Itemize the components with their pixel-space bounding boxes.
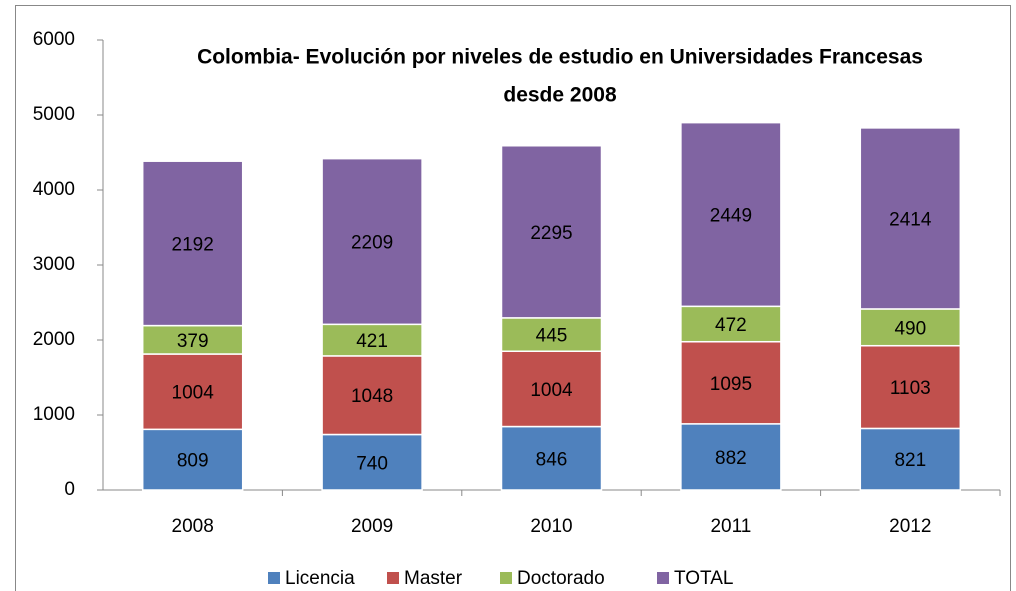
data-label: 490 bbox=[894, 318, 926, 339]
bar-segment bbox=[859, 308, 962, 347]
legend-swatch bbox=[387, 572, 399, 584]
data-label: 1004 bbox=[172, 383, 215, 404]
data-label: 445 bbox=[536, 326, 568, 347]
y-tick-label: 2000 bbox=[33, 329, 75, 350]
bar-segment bbox=[141, 353, 244, 431]
bar-segment bbox=[500, 350, 603, 428]
legend-swatch bbox=[268, 572, 280, 584]
y-tick-label: 0 bbox=[64, 479, 75, 500]
bar-segment bbox=[859, 127, 962, 310]
data-label: 421 bbox=[356, 331, 388, 352]
bar-segment bbox=[141, 428, 244, 491]
data-label: 472 bbox=[715, 315, 747, 336]
data-label: 2192 bbox=[172, 234, 214, 255]
y-tick-label: 3000 bbox=[33, 254, 75, 275]
bar-segment bbox=[680, 121, 782, 308]
x-tick-label: 2011 bbox=[710, 516, 751, 537]
data-label: 846 bbox=[536, 449, 568, 470]
data-label: 2295 bbox=[530, 223, 572, 244]
bar-segment bbox=[859, 344, 962, 430]
data-label: 2209 bbox=[351, 233, 393, 254]
legend-label: Doctorado bbox=[517, 568, 605, 589]
data-label: 2449 bbox=[710, 206, 752, 227]
x-tick-label: 2010 bbox=[530, 516, 572, 537]
x-tick-label: 2009 bbox=[351, 516, 393, 537]
legend-label: Master bbox=[404, 568, 463, 589]
data-label: 1048 bbox=[351, 386, 393, 407]
chart-title: Colombia- Evolución por niveles de estud… bbox=[197, 46, 923, 69]
bar-segment bbox=[680, 305, 782, 343]
bar-segment bbox=[500, 425, 603, 491]
legend-swatch bbox=[500, 572, 512, 584]
bar-segment bbox=[680, 340, 782, 425]
y-tick-label: 6000 bbox=[33, 29, 75, 50]
x-tick-label: 2008 bbox=[172, 516, 214, 537]
y-tick-label: 4000 bbox=[33, 179, 75, 200]
data-label: 2414 bbox=[889, 209, 932, 230]
bar-segment bbox=[500, 145, 603, 319]
data-label: 1004 bbox=[530, 380, 573, 401]
bar-segment bbox=[321, 355, 423, 436]
y-tick-label: 5000 bbox=[33, 104, 75, 125]
data-label: 1103 bbox=[890, 378, 931, 399]
legend-label: Licencia bbox=[285, 568, 355, 589]
chart-frame bbox=[15, 5, 1011, 591]
bar-segment bbox=[680, 423, 782, 491]
bar-segment bbox=[321, 157, 423, 326]
bar-segment bbox=[141, 160, 244, 327]
bar-segment bbox=[859, 427, 962, 491]
y-tick-label: 1000 bbox=[33, 404, 75, 425]
data-label: 809 bbox=[177, 451, 209, 472]
legend-label: TOTAL bbox=[674, 568, 733, 589]
bar-segment bbox=[321, 433, 423, 491]
legend-swatch bbox=[657, 572, 669, 584]
chart-title: desde 2008 bbox=[503, 84, 617, 107]
bar-segment bbox=[321, 323, 423, 357]
bar-segment bbox=[141, 324, 244, 355]
data-label: 821 bbox=[894, 450, 926, 471]
data-label: 1095 bbox=[710, 374, 752, 395]
data-label: 379 bbox=[177, 331, 209, 352]
data-label: 882 bbox=[715, 448, 747, 469]
data-label: 740 bbox=[356, 453, 388, 474]
x-tick-label: 2012 bbox=[889, 516, 931, 537]
